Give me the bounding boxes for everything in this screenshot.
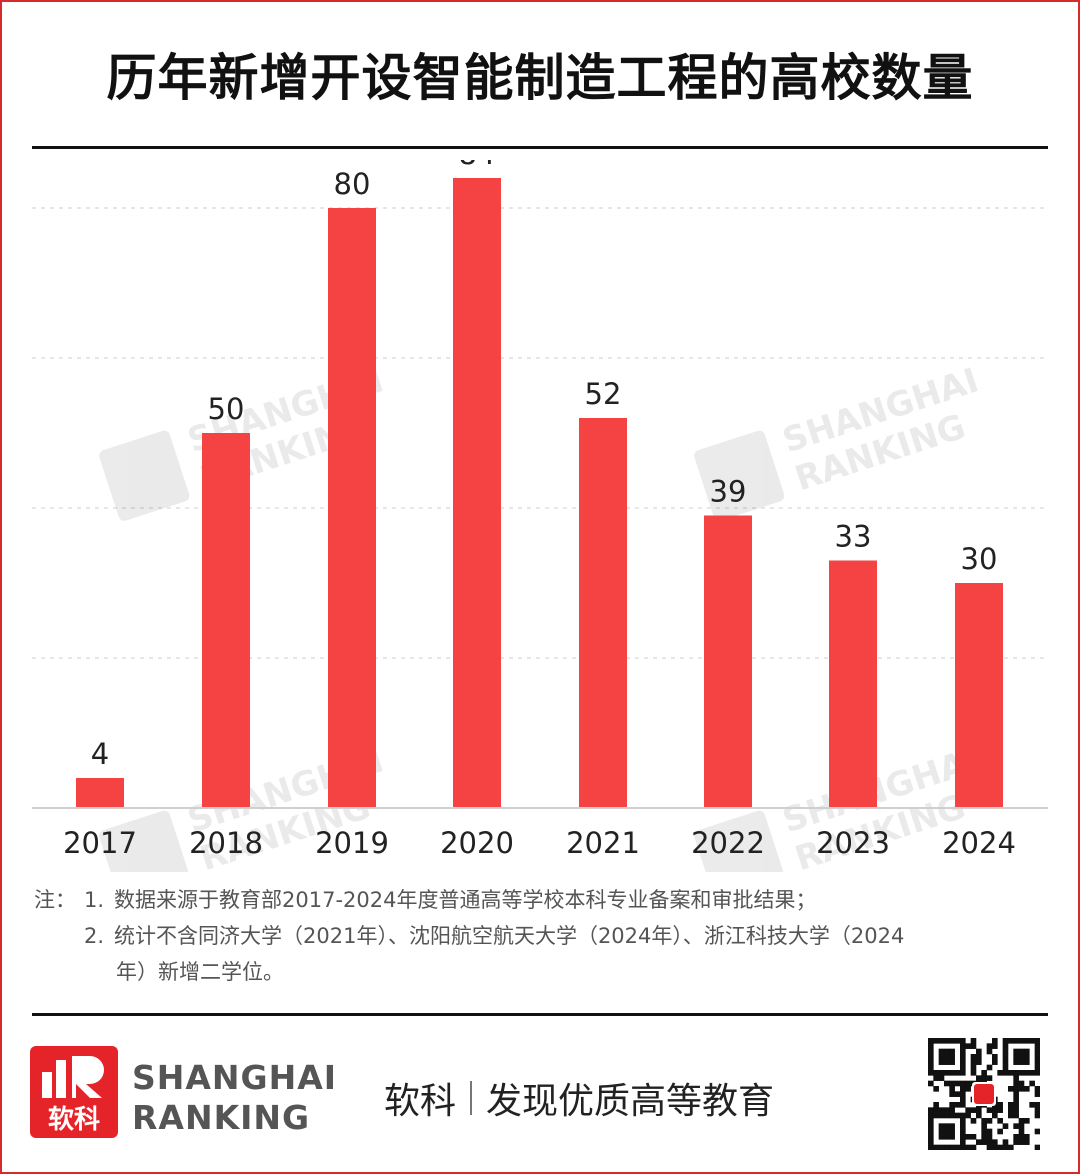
- note-item-2: 2. 统计不含同济大学（2021年）、沈阳航空航天大学（2024年）、浙江科技大学…: [84, 924, 905, 948]
- chart-title: 历年新增开设智能制造工程的高校数量: [106, 49, 974, 107]
- bars: [76, 178, 1003, 808]
- x-tick-2017: 2017: [63, 826, 137, 860]
- bar-2019: [328, 208, 376, 808]
- data-label-2020: 84: [459, 160, 496, 171]
- bar-2022: [704, 515, 752, 808]
- note-item-2-continued: 年）新增二学位。: [116, 960, 284, 984]
- brand-name: SHANGHAI RANKING: [132, 1058, 338, 1137]
- logo-text: 软科: [48, 1105, 100, 1135]
- data-label-2022: 39: [710, 475, 747, 509]
- data-labels: 4 50 80 84 52 39 33 30: [91, 160, 998, 771]
- bar-2017: [76, 778, 124, 808]
- x-tick-2020: 2020: [440, 826, 514, 860]
- slogan: 软科 发现优质高等教育: [384, 1081, 775, 1122]
- bar-2021: [579, 418, 627, 808]
- data-label-2023: 33: [835, 520, 872, 554]
- x-tick-2019: 2019: [315, 826, 389, 860]
- footer-divider: [32, 1013, 1048, 1016]
- notes-lead: 注：: [34, 888, 76, 912]
- gridlines: [32, 207, 1048, 659]
- data-label-2018: 50: [208, 392, 245, 426]
- data-label-2021: 52: [585, 377, 622, 411]
- footnotes: 注： 1. 数据来源于教育部2017-2024年度普通高等学校本科专业备案和审批结…: [34, 882, 1054, 990]
- bar-2024: [955, 583, 1003, 808]
- bar-2023: [829, 560, 877, 808]
- data-label-2017: 4: [91, 737, 109, 771]
- x-tick-2023: 2023: [816, 826, 890, 860]
- x-tick-2018: 2018: [189, 826, 263, 860]
- x-tick-2021: 2021: [566, 826, 640, 860]
- bar-2018: [202, 433, 250, 808]
- bar-2020: [453, 178, 501, 808]
- data-label-2024: 30: [961, 542, 998, 576]
- qr-center-logo: [974, 1084, 994, 1104]
- data-label-2019: 80: [334, 167, 371, 201]
- note-item-1: 1. 数据来源于教育部2017-2024年度普通高等学校本科专业备案和审批结果；: [84, 888, 817, 912]
- slogan-separator: [470, 1081, 473, 1115]
- shanghai-ranking-logo: 软科: [30, 1046, 118, 1138]
- x-tick-2024: 2024: [942, 826, 1016, 860]
- title-divider: [32, 146, 1048, 149]
- x-tick-2022: 2022: [691, 826, 765, 860]
- x-tick-labels: 2017 2018 2019 2020 2021 2022 2023 2024: [63, 826, 1016, 860]
- qr-code[interactable]: [928, 1038, 1040, 1150]
